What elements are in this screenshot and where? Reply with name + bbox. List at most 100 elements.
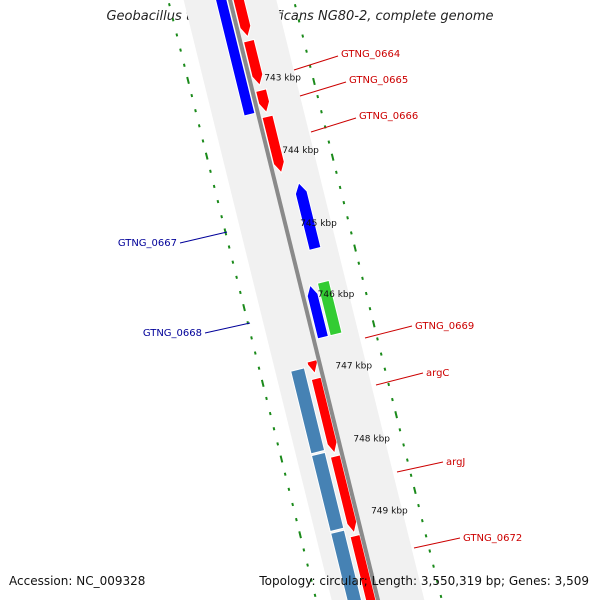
gene-label-gtng-0672[interactable]: GTNG_0672 — [463, 533, 522, 544]
leader-line-gtng-0668 — [204, 322, 251, 334]
inner-tick-mark — [287, 487, 291, 492]
inner-tick-mark — [309, 578, 313, 582]
outer-tick-mark — [330, 153, 335, 161]
outer-tick-mark — [312, 77, 316, 86]
operon-block-2 — [310, 451, 345, 533]
label-layer: 743 kbp 744 kbp 745 kbp 746 kbp 747 kbp 748 k… — [118, 49, 522, 544]
inner-tick-mark — [220, 215, 223, 219]
inner-tick-mark — [298, 531, 302, 539]
inner-tick-mark — [197, 124, 201, 128]
genome-summary-text: Topology: circular; Length: 3,550,319 bp… — [259, 574, 589, 588]
outer-tick-mark — [394, 411, 398, 419]
backbone-line — [227, 0, 381, 600]
tick-label: 747 kbp — [335, 362, 372, 372]
outer-tick-mark — [413, 486, 417, 495]
inner-tick-mark — [257, 366, 261, 370]
gene-label-gtng-0664[interactable]: GTNG_0664 — [341, 49, 400, 60]
outer-tick-mark — [391, 397, 394, 402]
outer-tick-mark — [346, 216, 349, 220]
inner-tick-mark — [295, 517, 298, 522]
outer-tick-mark — [297, 19, 301, 23]
tick-label: 746 kbp — [318, 290, 355, 300]
gene-arrow-argj — [329, 454, 358, 534]
gene-arrow-gtng-0666 — [261, 114, 285, 174]
inner-tick-mark — [179, 48, 182, 52]
outer-tick-mark — [432, 564, 435, 568]
inner-tick-mark — [182, 63, 186, 67]
gene-arrow-gtng-0665 — [255, 88, 271, 114]
inner-tick-mark — [268, 411, 272, 416]
inner-tick-mark — [204, 152, 209, 160]
gene-label-gtng-0665[interactable]: GTNG_0665 — [349, 75, 408, 86]
inner-tick-mark — [186, 76, 190, 85]
inner-tick-mark — [216, 199, 220, 204]
gene-arrow-reverse-top — [215, 0, 256, 117]
gene-label-argj[interactable]: argJ — [446, 457, 465, 468]
tick-label: 745 kbp — [300, 219, 337, 229]
outer-tick-mark — [383, 367, 387, 371]
outer-tick-mark — [376, 337, 379, 341]
gene-arrow-gtng-0669 — [306, 359, 318, 375]
gene-arrow-gtng-0668-rna — [316, 279, 343, 337]
gene-arrow-gtng-0663 — [232, 0, 252, 38]
gene-arrow-gtng-0664 — [242, 38, 264, 87]
inner-tick-mark — [291, 502, 294, 507]
inner-tick-mark — [276, 442, 280, 446]
inner-tick-mark — [265, 396, 268, 401]
outer-tick-mark — [428, 549, 432, 553]
inner-tick-mark — [272, 427, 276, 431]
outer-tick-mark — [342, 200, 346, 205]
outer-tick-mark — [327, 140, 331, 144]
inner-tick-mark — [239, 290, 242, 295]
gene-arrow-argc — [310, 376, 338, 455]
outer-tick-mark — [368, 306, 372, 311]
gene-arrow-gtng-0668 — [306, 284, 330, 340]
inner-tick-mark — [250, 336, 253, 340]
inner-tick-mark — [231, 260, 235, 264]
inner-tick-mark — [242, 303, 246, 312]
outer-tick-mark — [417, 503, 420, 508]
leader-line-argc — [375, 372, 424, 386]
leader-line-gtng-0665 — [299, 81, 347, 97]
inner-tick-mark — [313, 593, 317, 598]
outer-tick-mark — [361, 276, 364, 281]
outer-tick-mark — [409, 473, 413, 477]
outer-tick-mark — [338, 185, 342, 190]
inner-tick-mark — [194, 108, 197, 113]
inner-tick-mark — [253, 351, 257, 355]
tick-label: 744 kbp — [282, 146, 319, 156]
outer-tick-mark — [424, 534, 428, 538]
outer-tick-ring — [293, 4, 443, 599]
gene-label-gtng-0666[interactable]: GTNG_0666 — [359, 111, 418, 122]
gene-label-argc[interactable]: argC — [426, 368, 449, 379]
outer-tick-mark — [320, 110, 323, 114]
operon-block-3 — [330, 529, 363, 600]
inner-tick-mark — [190, 93, 194, 98]
feature-track — [215, 0, 377, 600]
inner-tick-mark — [302, 548, 306, 552]
outer-tick-mark — [379, 352, 383, 356]
gene-label-gtng-0669[interactable]: GTNG_0669 — [415, 321, 474, 332]
outer-tick-mark — [364, 291, 368, 296]
outer-tick-mark — [420, 519, 424, 523]
tick-label: 743 kbp — [264, 73, 301, 83]
leader-line-argj — [396, 461, 444, 473]
outer-tick-mark — [335, 170, 338, 175]
inner-tick-mark — [223, 228, 228, 236]
inner-tick-mark — [168, 2, 171, 7]
inner-tick-mark — [235, 275, 238, 279]
inner-tick-mark — [209, 169, 212, 173]
outer-tick-mark — [371, 320, 376, 328]
outer-tick-mark — [301, 34, 305, 38]
gene-label-gtng-0668[interactable]: GTNG_0668 — [143, 328, 202, 339]
outer-tick-mark — [439, 594, 443, 599]
inner-tick-mark — [283, 472, 287, 476]
leader-line-gtng-0664 — [293, 55, 339, 71]
tick-label: 749 kbp — [371, 506, 408, 516]
leader-line-gtng-0672 — [413, 537, 461, 549]
outer-tick-mark — [305, 49, 308, 53]
outer-tick-mark — [293, 4, 297, 8]
inner-tick-mark — [306, 563, 309, 567]
gene-label-gtng-0667[interactable]: GTNG_0667 — [118, 238, 177, 249]
